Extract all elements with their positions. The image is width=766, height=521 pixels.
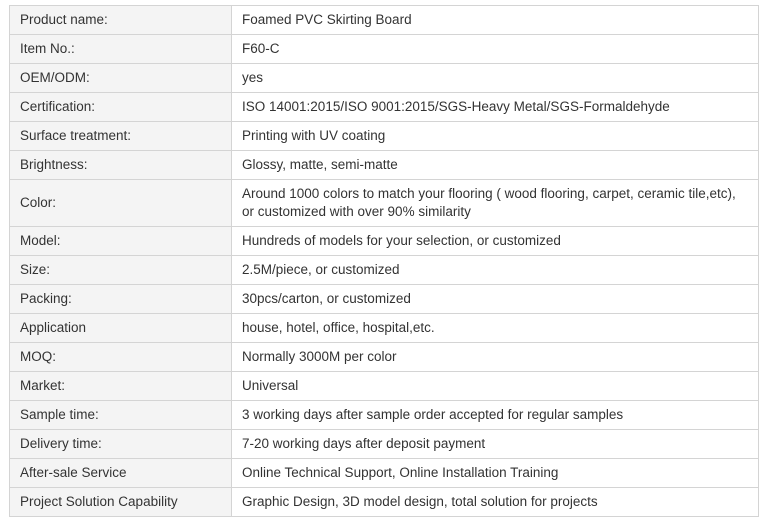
spec-value: Foamed PVC Skirting Board xyxy=(231,5,759,35)
spec-value: yes xyxy=(231,63,759,93)
spec-value: 7-20 working days after deposit payment xyxy=(231,429,759,459)
spec-value: F60-C xyxy=(231,34,759,64)
spec-value: Normally 3000M per color xyxy=(231,342,759,372)
spec-value: 3 working days after sample order accept… xyxy=(231,400,759,430)
spec-label: Size: xyxy=(9,255,232,285)
table-row: Delivery time: 7-20 working days after de… xyxy=(9,429,759,459)
spec-label: After-sale Service xyxy=(9,458,232,488)
table-row: Packing: 30pcs/carton, or customized xyxy=(9,284,759,314)
spec-value: ISO 14001:2015/ISO 9001:2015/SGS-Heavy M… xyxy=(231,92,759,122)
spec-label: Brightness: xyxy=(9,150,232,180)
spec-label: Packing: xyxy=(9,284,232,314)
spec-value: Hundreds of models for your selection, o… xyxy=(231,226,759,256)
table-row: Model: Hundreds of models for your select… xyxy=(9,226,759,256)
spec-label: Surface treatment: xyxy=(9,121,232,151)
spec-label: Sample time: xyxy=(9,400,232,430)
table-row: Market: Universal xyxy=(9,371,759,401)
spec-label: OEM/ODM: xyxy=(9,63,232,93)
table-row: Sample time: 3 working days after sample … xyxy=(9,400,759,430)
spec-value: 30pcs/carton, or customized xyxy=(231,284,759,314)
spec-value: house, hotel, office, hospital,etc. xyxy=(231,313,759,343)
table-row: After-sale Service Online Technical Suppo… xyxy=(9,458,759,488)
table-row: Product name: Foamed PVC Skirting Board xyxy=(9,5,759,35)
spec-label: Item No.: xyxy=(9,34,232,64)
spec-label: Model: xyxy=(9,226,232,256)
spec-label: Market: xyxy=(9,371,232,401)
spec-value: 2.5M/piece, or customized xyxy=(231,255,759,285)
table-row: OEM/ODM: yes xyxy=(9,63,759,93)
table-row: Size: 2.5M/piece, or customized xyxy=(9,255,759,285)
spec-label: MOQ: xyxy=(9,342,232,372)
table-row: Application house, hotel, office, hospita… xyxy=(9,313,759,343)
spec-label: Delivery time: xyxy=(9,429,232,459)
spec-value: Universal xyxy=(231,371,759,401)
spec-value: Glossy, matte, semi-matte xyxy=(231,150,759,180)
table-row: Item No.: F60-C xyxy=(9,34,759,64)
spec-label: Application xyxy=(9,313,232,343)
table-row: Project Solution Capability Graphic Desig… xyxy=(9,487,759,517)
table-row: Certification: ISO 14001:2015/ISO 9001:20… xyxy=(9,92,759,122)
table-row: Surface treatment: Printing with UV coati… xyxy=(9,121,759,151)
product-spec-table: Product name: Foamed PVC Skirting Board It… xyxy=(9,5,759,517)
spec-value: Graphic Design, 3D model design, total s… xyxy=(231,487,759,517)
spec-value: Online Technical Support, Online Install… xyxy=(231,458,759,488)
spec-value: Printing with UV coating xyxy=(231,121,759,151)
spec-value: Around 1000 colors to match your floorin… xyxy=(231,179,759,227)
spec-label: Certification: xyxy=(9,92,232,122)
spec-label: Color: xyxy=(9,179,232,227)
table-row: MOQ: Normally 3000M per color xyxy=(9,342,759,372)
spec-label: Project Solution Capability xyxy=(9,487,232,517)
table-row: Brightness: Glossy, matte, semi-matte xyxy=(9,150,759,180)
table-row: Color: Around 1000 colors to match your f… xyxy=(9,179,759,227)
spec-label: Product name: xyxy=(9,5,232,35)
